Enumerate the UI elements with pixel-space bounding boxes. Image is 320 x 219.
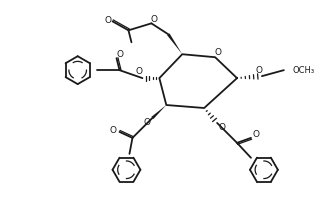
Text: O: O (109, 126, 116, 135)
Text: O: O (104, 16, 111, 25)
Polygon shape (167, 34, 182, 54)
Text: O: O (116, 50, 123, 59)
Text: O: O (151, 15, 158, 24)
Polygon shape (151, 105, 166, 119)
Text: O: O (144, 118, 151, 127)
Text: O: O (219, 124, 226, 132)
Text: O: O (215, 48, 222, 57)
Text: O: O (255, 66, 262, 75)
Text: OCH₃: OCH₃ (293, 66, 315, 75)
Text: O: O (252, 130, 260, 140)
Text: O: O (136, 67, 143, 76)
